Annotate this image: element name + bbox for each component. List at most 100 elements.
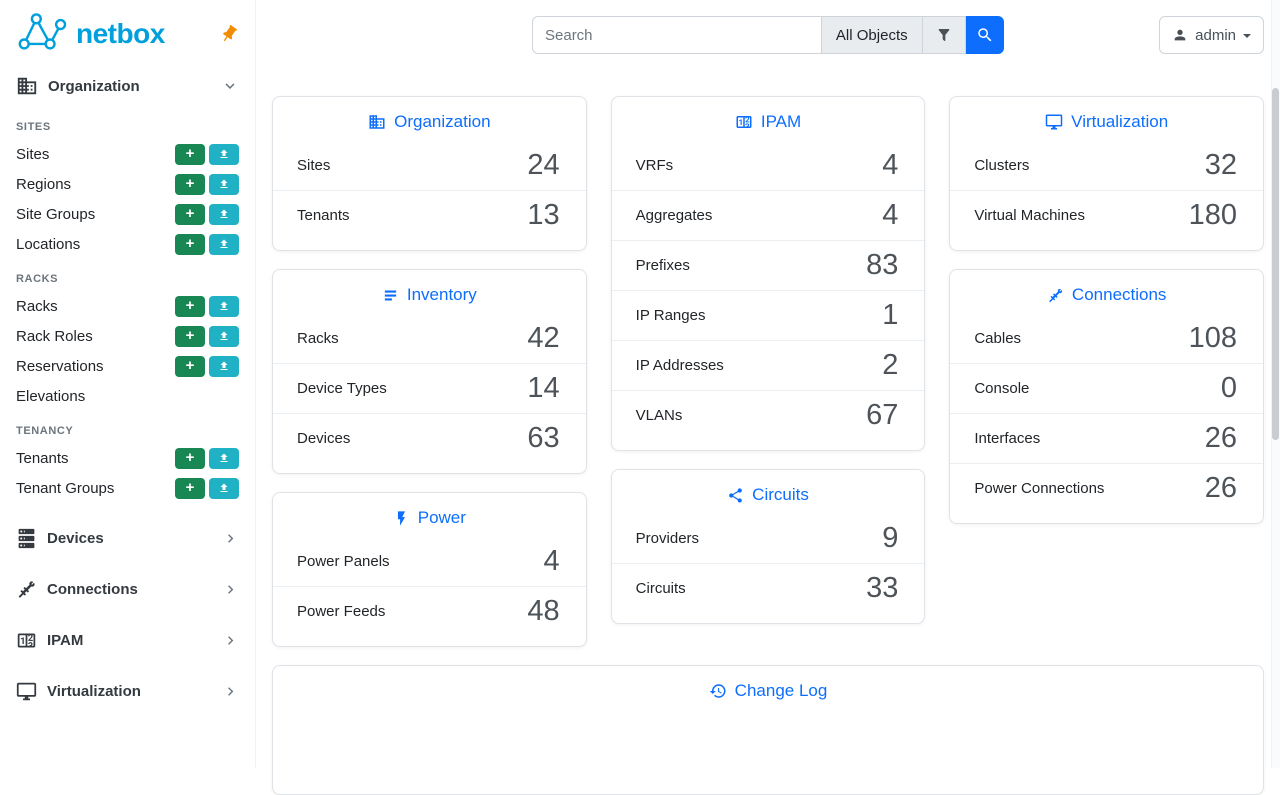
import-button[interactable] xyxy=(209,325,239,347)
server-icon xyxy=(16,528,37,549)
netbox-logo[interactable] xyxy=(16,10,68,57)
sidebar-item-label[interactable]: Elevations xyxy=(16,387,86,405)
sidebar-group-label: Organization xyxy=(48,77,140,95)
stat-row[interactable]: Virtual Machines 180 xyxy=(950,190,1264,240)
import-button[interactable] xyxy=(209,233,239,255)
circuits-card-title[interactable]: Circuits xyxy=(612,470,925,514)
stat-row[interactable]: Power Panels 4 xyxy=(297,545,560,577)
stat-row[interactable]: IP Ranges 1 xyxy=(611,290,925,340)
sidebar-item-label[interactable]: Sites xyxy=(16,145,50,163)
import-button[interactable] xyxy=(209,447,239,469)
chevron-right-icon xyxy=(222,581,239,598)
filter-button[interactable] xyxy=(922,16,967,54)
funnel-icon xyxy=(936,27,952,43)
add-button[interactable]: + xyxy=(175,233,205,255)
counter-icon xyxy=(735,113,753,131)
sidebar-item-elevations: Elevations xyxy=(0,381,255,411)
sidebar-item-racks: Racks + xyxy=(0,291,255,321)
stat-row[interactable]: Device Types 14 xyxy=(273,363,586,413)
changelog-card-title[interactable]: Change Log xyxy=(273,666,1263,710)
search-input[interactable] xyxy=(532,16,822,54)
username: admin xyxy=(1195,26,1236,44)
add-button[interactable]: + xyxy=(175,143,205,165)
person-icon xyxy=(1172,27,1188,43)
add-button[interactable]: + xyxy=(175,295,205,317)
virtualization-card-title[interactable]: Virtualization xyxy=(950,97,1263,141)
stat-row[interactable]: Prefixes 83 xyxy=(611,240,925,290)
dashboard: Organization Sites 24 Tenants 13 xyxy=(256,70,1280,795)
sidebar-group-label: IPAM xyxy=(47,632,84,649)
sidebar-item-site-groups: Site Groups + xyxy=(0,199,255,229)
sidebar-item-tenants: Tenants + xyxy=(0,443,255,473)
stat-row[interactable]: Interfaces 26 xyxy=(950,413,1264,463)
sidebar-item-rack-roles: Rack Roles + xyxy=(0,321,255,351)
sidebar-group-label: Connections xyxy=(47,581,138,598)
stat-row[interactable]: Cables 108 xyxy=(974,322,1238,354)
sidebar-item-label[interactable]: Regions xyxy=(16,175,72,193)
add-button[interactable]: + xyxy=(175,325,205,347)
stat-row[interactable]: Aggregates 4 xyxy=(611,190,925,240)
sidebar-group-virtualization[interactable]: Virtualization xyxy=(0,666,255,717)
add-button[interactable]: + xyxy=(175,447,205,469)
add-button[interactable]: + xyxy=(175,173,205,195)
stat-row[interactable]: Tenants 13 xyxy=(273,190,586,240)
sidebar-item-label[interactable]: Reservations xyxy=(16,357,104,375)
section-heading-tenancy: TENANCY xyxy=(16,425,74,437)
stat-row[interactable]: Circuits 33 xyxy=(611,563,925,613)
ipam-card-title[interactable]: IPAM xyxy=(612,97,925,141)
organization-icon xyxy=(16,75,38,97)
stat-row[interactable]: Console 0 xyxy=(950,363,1264,413)
organization-card-title[interactable]: Organization xyxy=(273,97,586,141)
sidebar-group-label: Devices xyxy=(47,530,104,547)
stat-row[interactable]: Power Feeds 48 xyxy=(273,586,586,636)
import-button[interactable] xyxy=(209,355,239,377)
sidebar-group-label: Virtualization xyxy=(47,683,141,700)
stat-row[interactable]: Power Connections 26 xyxy=(950,463,1264,513)
caret-down-icon xyxy=(1243,34,1251,38)
search-submit-button[interactable] xyxy=(966,16,1004,54)
add-button[interactable]: + xyxy=(175,203,205,225)
add-button[interactable]: + xyxy=(175,477,205,499)
import-button[interactable] xyxy=(209,173,239,195)
import-button[interactable] xyxy=(209,143,239,165)
stat-row[interactable]: Racks 42 xyxy=(297,322,560,354)
sidebar-item-label[interactable]: Tenants xyxy=(16,449,69,467)
stat-row[interactable]: Providers 9 xyxy=(635,522,899,554)
stat-row[interactable]: VRFs 4 xyxy=(635,149,899,181)
sidebar-group-ipam[interactable]: IPAM xyxy=(0,615,255,666)
ipam-card: IPAM VRFs 4 Aggregates 4 Prefixes xyxy=(610,96,926,451)
inventory-card: Inventory Racks 42 Device Types 14 Devic… xyxy=(272,269,587,474)
sidebar-item-sites: Sites + xyxy=(0,139,255,169)
sidebar-group-devices[interactable]: Devices xyxy=(0,513,255,564)
import-button[interactable] xyxy=(209,295,239,317)
connections-card-title[interactable]: Connections xyxy=(950,270,1263,314)
inventory-card-title[interactable]: Inventory xyxy=(273,270,586,314)
stat-row[interactable]: VLANs 67 xyxy=(611,390,925,440)
search-scope-button[interactable]: All Objects xyxy=(821,16,923,54)
counter-icon xyxy=(16,630,37,651)
organization-icon xyxy=(368,113,386,131)
sidebar-item-label[interactable]: Locations xyxy=(16,235,81,253)
add-button[interactable]: + xyxy=(175,355,205,377)
pin-sidebar-icon[interactable] xyxy=(215,20,243,48)
user-menu-button[interactable]: admin xyxy=(1159,16,1264,54)
scrollbar-thumb[interactable] xyxy=(1272,88,1279,440)
circuits-card: Circuits Providers 9 Circuits 33 xyxy=(610,469,926,624)
cable-icon xyxy=(1047,287,1064,304)
sidebar-group-connections[interactable]: Connections xyxy=(0,564,255,615)
sidebar-item-label[interactable]: Racks xyxy=(16,297,58,315)
connections-card: Connections Cables 108 Console 0 Interfa… xyxy=(949,269,1265,524)
sidebar-item-label[interactable]: Tenant Groups xyxy=(16,479,115,497)
power-card-title[interactable]: Power xyxy=(273,493,586,537)
list-icon xyxy=(382,287,399,304)
sidebar-item-label[interactable]: Site Groups xyxy=(16,205,96,223)
import-button[interactable] xyxy=(209,203,239,225)
stat-row[interactable]: Clusters 32 xyxy=(974,149,1238,181)
sidebar-group-organization[interactable]: Organization xyxy=(0,63,255,107)
stat-row[interactable]: IP Addresses 2 xyxy=(611,340,925,390)
stat-row[interactable]: Sites 24 xyxy=(297,149,560,181)
stat-row[interactable]: Devices 63 xyxy=(273,413,586,463)
import-button[interactable] xyxy=(209,477,239,499)
sidebar-item-label[interactable]: Rack Roles xyxy=(16,327,93,345)
sidebar-item-regions: Regions + xyxy=(0,169,255,199)
